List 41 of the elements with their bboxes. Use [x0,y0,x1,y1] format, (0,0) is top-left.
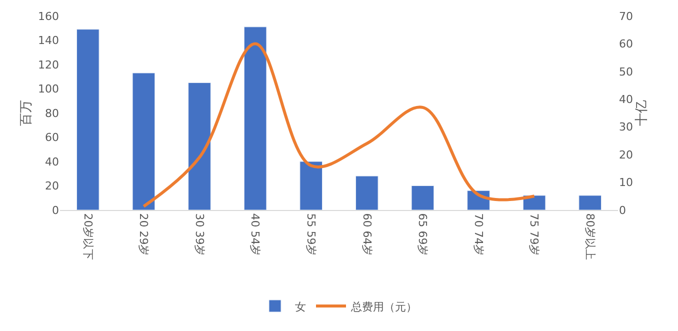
y2-axis-title: 十亿 [634,100,650,126]
x-tick-label: 55 59岁 [304,213,318,256]
x-tick-label: 20岁以下 [81,213,94,260]
x-tick-label: 70 74岁 [472,213,485,256]
bar [411,186,434,210]
y-tick-label: 120 [38,58,59,72]
x-tick-label: 75 79岁 [528,213,541,256]
x-tick-label: 20 29岁 [137,213,150,256]
y-tick-label: 100 [38,82,59,96]
y2-tick-label: 10 [619,176,633,190]
x-tick-label: 30 39岁 [192,213,206,256]
y2-tick-label: 70 [619,10,633,23]
x-tick-label: 40 54岁 [248,213,262,256]
legend-label: 总费用（元） [350,300,417,314]
bar [300,161,323,210]
y2-tick-label: 60 [619,38,633,51]
y2-tick-label: 20 [619,148,633,162]
y-tick-label: 20 [45,180,59,193]
y-tick-label: 160 [38,10,59,23]
bar [522,195,546,210]
bar [244,26,267,210]
y2-tick-label: 40 [619,92,633,106]
y-tick-label: 80 [45,106,59,120]
bar [188,82,211,210]
legend-label: 女 [295,300,306,314]
y-tick-label: 60 [45,131,59,144]
y2-tick-label: 30 [619,120,633,134]
y-tick-label: 0 [52,204,59,217]
y-tick-label: 40 [45,155,59,168]
y2-tick-label: 50 [619,65,633,78]
y-axis-title: 百万 [18,100,34,126]
x-tick-label: 60 64岁 [360,213,374,256]
x-tick-label: 80岁以上 [584,213,597,260]
x-tick-label: 65 69岁 [416,213,430,256]
line-series [142,42,536,208]
y-tick-label: 140 [38,34,59,48]
bar [578,195,602,210]
bar [76,29,100,210]
bar [132,72,156,210]
bar [355,176,378,210]
y2-tick-label: 0 [619,204,626,217]
